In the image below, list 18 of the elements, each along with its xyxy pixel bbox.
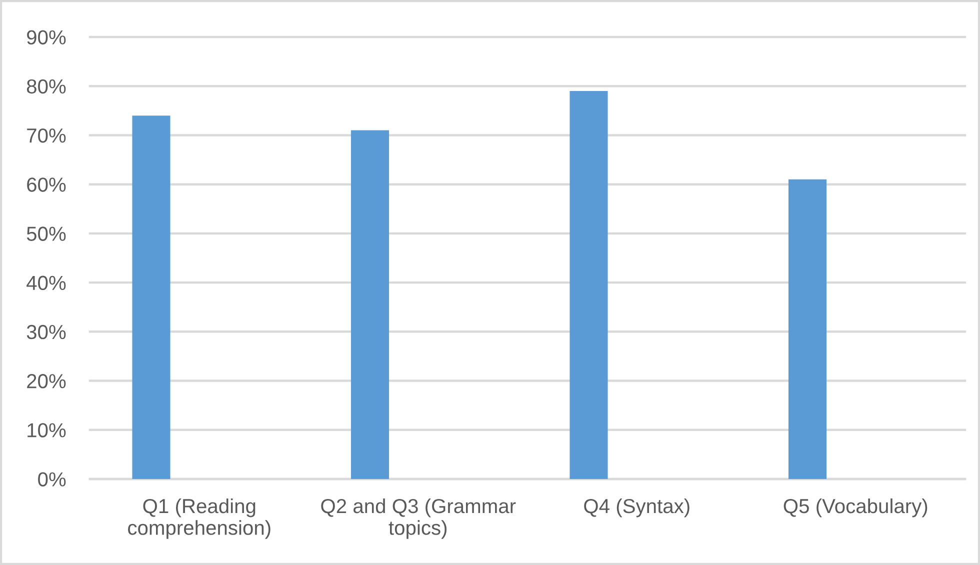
x-tick-label: Q1 (Reading comprehension) [128,498,270,539]
y-tick-label: 10% [28,423,66,438]
y-tick-label: 70% [27,128,66,143]
x-tick-label: Q5 (Vocabulary) [784,498,928,518]
y-tick-label: 50% [26,226,66,241]
y-tick-label: 90% [27,30,66,44]
y-tick-label: 40% [26,276,66,290]
x-tick-label: Q4 (Syntax) [584,498,690,518]
y-tick-label: 30% [26,324,66,340]
y-tick-label: 20% [27,374,66,388]
bar [788,179,827,479]
bar [350,130,390,479]
bar [570,91,608,479]
y-tick-label: 80% [26,79,66,94]
y-tick-label: 60% [27,178,66,192]
bar [132,116,170,479]
x-tick-label: Q2 and Q3 (Grammar topics) [321,498,516,539]
y-tick-label: 0% [38,472,66,486]
